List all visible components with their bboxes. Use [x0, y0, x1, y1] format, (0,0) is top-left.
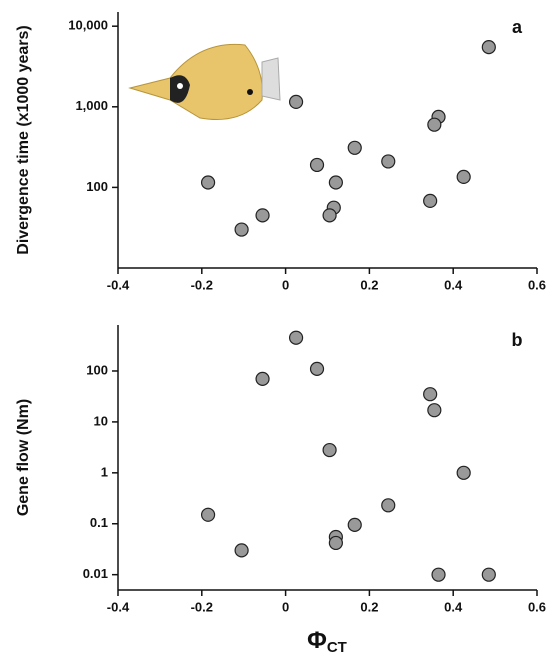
y-axis-label: Divergence time (x1000 years)	[15, 25, 32, 254]
x-tick-label: -0.4	[107, 599, 130, 614]
point	[322, 208, 337, 223]
point	[481, 567, 496, 582]
x-tick-label: 0.2	[360, 277, 378, 292]
point	[288, 94, 304, 110]
point	[381, 498, 396, 513]
point	[481, 40, 496, 55]
point	[234, 222, 249, 237]
x-tick-label: 0.4	[444, 599, 463, 614]
fish-illustration	[128, 43, 281, 121]
point	[381, 154, 396, 169]
point	[456, 465, 471, 480]
point	[328, 535, 343, 551]
point	[328, 175, 343, 190]
x-tick-label: -0.2	[191, 277, 213, 292]
point	[423, 387, 438, 402]
x-tick-label: 0	[282, 599, 289, 614]
y-tick-label: 1	[101, 464, 108, 479]
point	[322, 442, 337, 458]
x-axis-symbol: Φ	[307, 627, 327, 654]
point	[423, 193, 438, 208]
point	[427, 117, 442, 132]
point	[255, 371, 270, 386]
panel-label: b	[512, 330, 523, 350]
y-tick-label: 0.01	[83, 566, 108, 581]
point	[200, 175, 216, 190]
point	[347, 140, 362, 155]
x-tick-label: -0.4	[107, 277, 130, 292]
panel-label: a	[512, 17, 523, 37]
point	[309, 361, 325, 376]
point	[200, 507, 216, 522]
y-tick-label: 100	[86, 179, 108, 194]
y-tick-label: 10	[94, 413, 108, 428]
y-axis-label: Gene flow (Nm)	[15, 399, 32, 516]
x-tick-label: 0.4	[444, 277, 463, 292]
point	[234, 543, 249, 558]
y-tick-label: 1,000	[75, 98, 108, 113]
y-tick-label: 100	[86, 362, 108, 377]
point	[288, 330, 304, 345]
point	[427, 403, 442, 418]
point	[431, 567, 446, 582]
point	[309, 157, 325, 173]
point	[456, 169, 471, 184]
x-tick-label: 0	[282, 277, 289, 292]
x-tick-label: 0.2	[360, 599, 378, 614]
x-tick-label: 0.6	[528, 599, 546, 614]
point	[347, 517, 362, 532]
x-axis-label: ΦCT	[307, 627, 347, 656]
x-axis-subscript: CT	[327, 639, 347, 656]
x-tick-label: -0.2	[191, 599, 213, 614]
x-tick-label: 0.6	[528, 277, 546, 292]
point	[255, 208, 270, 223]
y-tick-label: 0.1	[90, 515, 108, 530]
y-tick-label: 10,000	[68, 18, 108, 33]
